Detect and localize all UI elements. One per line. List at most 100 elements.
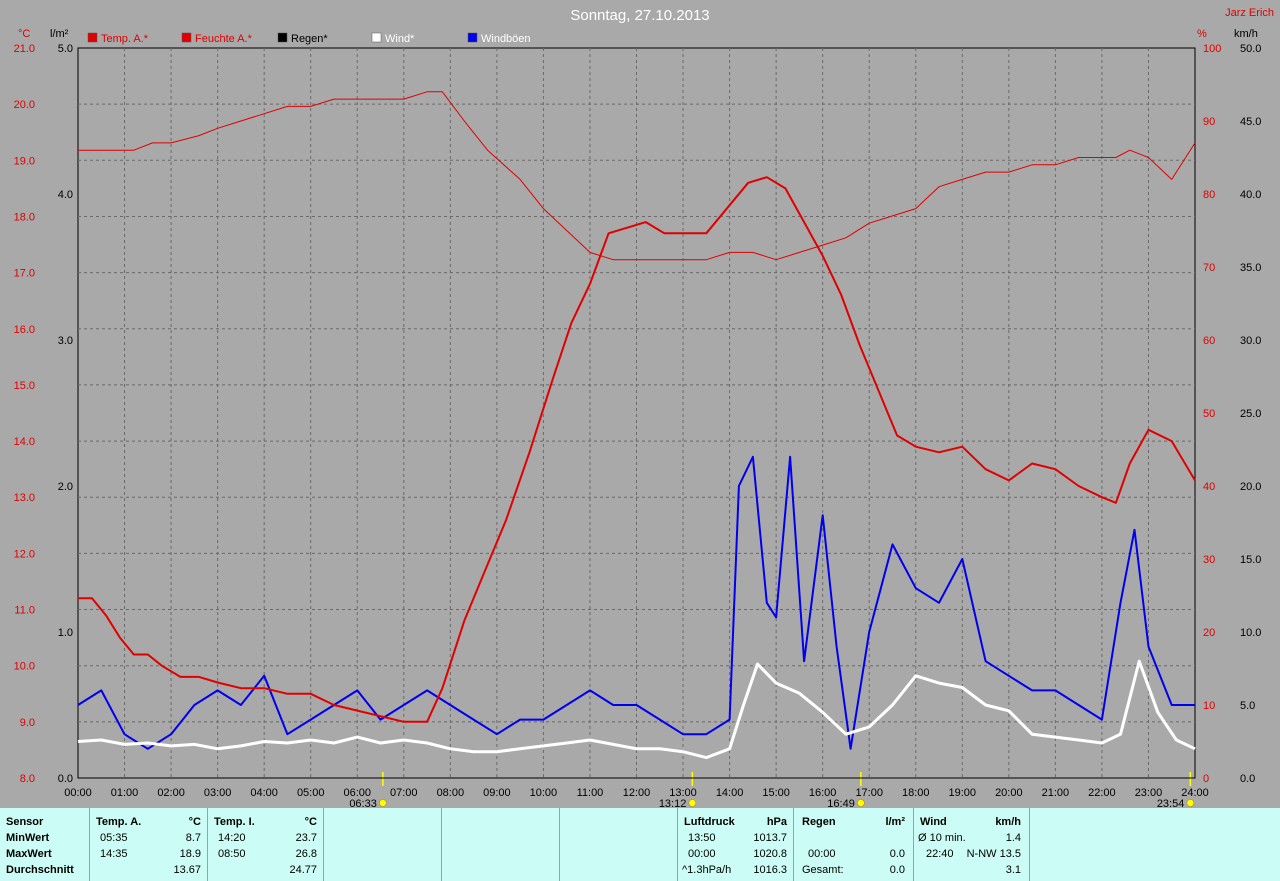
empty-column-2	[442, 808, 560, 881]
x-tick-label: 07:00	[390, 787, 418, 799]
temp-i-header: Temp. I.	[214, 816, 255, 828]
legend-swatch	[87, 32, 98, 43]
temp-a-unit: °C	[188, 816, 201, 828]
wind-column: Wind km/h Ø 10 min. 1.4 22:40 N-NW 13.5 3.1	[914, 808, 1030, 881]
rain-tick-label: 1.0	[58, 627, 73, 639]
wind-tick-label: 25.0	[1240, 408, 1261, 420]
pressure-avg-value: 1016.3	[753, 864, 787, 876]
rain-column: Regen l/m² 00:00 0.0 Gesamt: 0.0	[794, 808, 914, 881]
wind-tick-label: 15.0	[1240, 554, 1261, 566]
temp-tick-label: 11.0	[14, 605, 35, 617]
wind-avg-value: 3.1	[1005, 864, 1021, 876]
wind-avg10-value: 1.4	[1005, 832, 1021, 844]
temp-a-header: Temp. A.	[96, 816, 142, 828]
x-tick-label: 16:00	[809, 787, 837, 799]
x-tick-label: 23:00	[1135, 787, 1163, 799]
wind-avg10-label: Ø 10 min.	[918, 832, 966, 844]
legend-label: Regen*	[291, 33, 328, 45]
x-axis: 00:00 01:00 02:00 03:00 04:00 05:00 06:00 07:00…	[64, 787, 1209, 799]
min-label: MinWert	[6, 832, 50, 844]
wind-tick-label: 10.0	[1240, 627, 1261, 639]
temp-tick-label: 18.0	[14, 211, 35, 223]
x-tick-label: 18:00	[902, 787, 930, 799]
legend-label: Temp. A.*	[101, 33, 149, 45]
temp-i-avg-value: 24.77	[289, 864, 317, 876]
temp-tick-label: 12.0	[14, 548, 35, 560]
pressure-min-time: 13:50	[688, 832, 716, 844]
legend: Temp. A.* Feuchte A.* Regen* Wind* Windböen	[87, 32, 531, 45]
right-axes: 100908070605040302010050.045.040.035.030…	[1203, 43, 1261, 785]
empty-column-1	[324, 808, 442, 881]
event-time-label: 16:49	[827, 798, 855, 808]
sunrise-icon	[379, 799, 387, 807]
statistics-panel: Sensor MinWert MaxWert Durchschnitt Temp…	[0, 808, 1280, 881]
legend-swatch	[467, 32, 478, 43]
pressure-max-time: 00:00	[688, 848, 716, 860]
pressure-trend: ^1.3hPa/h	[682, 864, 732, 876]
x-tick-label: 19:00	[949, 787, 977, 799]
temp-a-min-time: 05:35	[100, 832, 128, 844]
pressure-column: Luftdruck hPa 13:50 1013.7 00:00 1020.8 ^1.…	[678, 808, 794, 881]
wind-unit: km/h	[995, 816, 1021, 828]
temp-tick-label: 8.0	[20, 773, 35, 785]
wind-tick-label: 50.0	[1240, 43, 1261, 55]
grid	[78, 48, 1195, 778]
temp-tick-label: 14.0	[14, 436, 35, 448]
pressure-unit: hPa	[766, 816, 787, 828]
x-tick-label: 17:00	[855, 787, 883, 799]
pressure-min-value: 1013.7	[753, 832, 787, 844]
rain-total-label: Gesamt:	[802, 864, 844, 876]
x-tick-label: 04:00	[250, 787, 278, 799]
temp-tick-label: 19.0	[14, 155, 35, 167]
temp-tick-label: 9.0	[20, 717, 35, 729]
wind-max-value: N-NW 13.5	[966, 848, 1021, 860]
series-lines	[77, 91, 1196, 779]
legend-swatch	[277, 32, 288, 43]
wind-max-time: 22:40	[926, 848, 954, 860]
rain-tick-label: 5.0	[58, 43, 73, 55]
rain-unit-label: l/m²	[50, 28, 69, 40]
x-tick-label: 12:00	[623, 787, 651, 799]
rain-header: Regen	[802, 816, 836, 828]
wind-tick-label: 45.0	[1240, 116, 1261, 128]
legend-label: Feuchte A.*	[195, 33, 253, 45]
pressure-header: Luftdruck	[684, 816, 735, 828]
temp-a-max-value: 18.9	[179, 848, 201, 860]
rain-unit: l/m²	[885, 816, 905, 828]
series-line-feuchte-a	[78, 91, 1196, 261]
x-tick-label: 00:00	[64, 787, 92, 799]
left-axes: 21.0 20.0 19.0 18.0 17.0 16.0 15.0 14.0 13.0 12.0…	[14, 43, 73, 785]
humidity-tick-label: 80	[1203, 189, 1215, 201]
event-time-label: 23:54	[1157, 798, 1185, 808]
legend-label: Windböen	[481, 33, 531, 45]
wind-header: Wind	[920, 816, 947, 828]
x-tick-label: 08:00	[437, 787, 465, 799]
x-tick-label: 10:00	[530, 787, 558, 799]
x-tick-label: 09:00	[483, 787, 511, 799]
humidity-tick-label: 30	[1203, 554, 1215, 566]
pressure-max-value: 1020.8	[753, 848, 787, 860]
rain-total-value: 0.0	[889, 864, 905, 876]
temp-i-column: Temp. I. °C 14:20 23.7 08:50 26.8 24.77	[208, 808, 324, 881]
x-tick-label: 06:00	[343, 787, 371, 799]
temp-i-max-value: 26.8	[295, 848, 317, 860]
x-tick-label: 21:00	[1042, 787, 1070, 799]
rain-tick-label: 0.0	[58, 773, 73, 785]
humidity-tick-label: 50	[1203, 408, 1215, 420]
wind-tick-label: 5.0	[1240, 700, 1255, 712]
wind-tick-label: 20.0	[1240, 481, 1261, 493]
rain-tick-label: 4.0	[58, 189, 73, 201]
sunset-icon	[857, 799, 865, 807]
humidity-tick-label: 10	[1203, 700, 1215, 712]
x-tick-label: 20:00	[995, 787, 1023, 799]
temp-a-column: Temp. A. °C 05:35 8.7 14:35 18.9 13.67	[90, 808, 208, 881]
rain-tick-label: 2.0	[58, 481, 73, 493]
temp-i-min-time: 14:20	[218, 832, 246, 844]
sensor-header: Sensor	[6, 816, 44, 828]
temp-tick-label: 16.0	[14, 324, 35, 336]
humidity-tick-label: 100	[1203, 43, 1221, 55]
avg-label: Durchschnitt	[6, 864, 74, 876]
legend-swatch	[371, 32, 382, 43]
max-label: MaxWert	[6, 848, 52, 860]
legend-swatch	[181, 32, 192, 43]
